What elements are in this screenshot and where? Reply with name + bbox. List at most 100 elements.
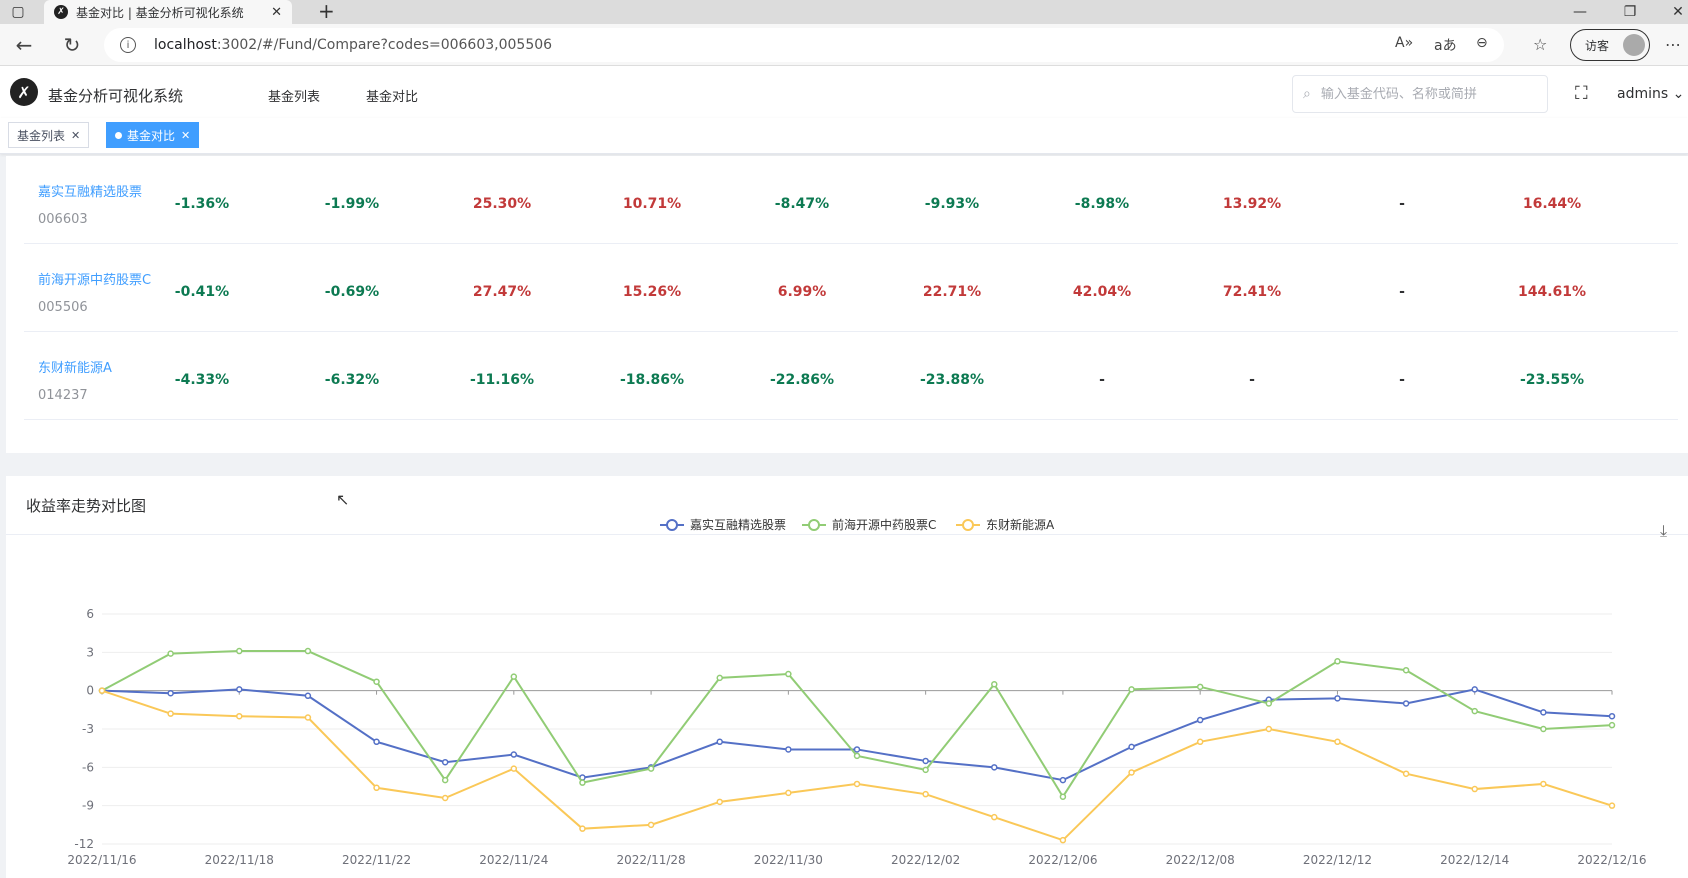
return-value: -18.86% [619,372,685,388]
y-tick-label: 0 [86,684,94,698]
chevron-down-icon: ⌄ [1672,86,1685,102]
close-tab-icon[interactable]: ✕ [271,4,282,20]
fund-code: 006603 [38,212,88,227]
browser-tab[interactable]: ✗ 基金对比 | 基金分析可视化系统 ✕ [44,0,292,24]
window-close-icon[interactable]: ✕ [1672,4,1684,20]
return-value: 27.47% [472,284,532,300]
y-tick-label: 6 [86,607,94,621]
favicon-icon: ✗ [54,5,68,19]
logo-icon: ✗ [10,78,38,106]
data-point [1402,700,1410,707]
data-point [1334,658,1341,665]
table-row: 前海开源中药股票C 005506 -0.41% -0.69% 27.47% 15.26% 6… [24,244,1678,332]
more-icon[interactable]: ⋯ [1665,35,1681,54]
fund-name-link[interactable]: 前海开源中药股票C [38,273,152,288]
return-value: - [1249,372,1255,388]
fund-name-link[interactable]: 嘉实互融精选股票 [38,185,143,200]
new-tab-icon[interactable]: + [318,0,335,23]
fullscreen-icon[interactable]: ⛶ [1575,83,1588,104]
close-icon[interactable]: ✕ [181,128,191,142]
nav-fund-list[interactable]: 基金列表 [268,90,321,105]
data-point [922,757,929,765]
x-tick-label: 2022/12/12 [1303,853,1372,867]
chart-title: 收益率走势对比图 [26,497,147,515]
data-point [373,784,380,792]
return-value: -1.99% [324,196,380,212]
x-tick-label: 2022/12/14 [1440,853,1509,867]
window-menu-icon[interactable]: ▢ [11,4,25,20]
legend-label: 东财新能源A [986,517,1055,532]
reload-icon[interactable]: ↻ [63,33,81,57]
app-header: ✗ 基金分析可视化系统 基金列表 基金对比 ⌕ ⛶ admins ⌄ [0,66,1688,122]
close-icon[interactable]: ✕ [71,128,81,142]
legend-item[interactable]: 东财新能源A [956,517,1055,532]
data-point [1196,683,1204,691]
data-point [1608,721,1616,729]
data-point [1059,776,1067,784]
fund-name-link[interactable]: 东财新能源A [38,361,112,376]
read-aloud-icon[interactable]: A» [1395,35,1414,51]
nav-fund-compare[interactable]: 基金对比 [366,90,419,105]
zoom-icon[interactable]: ⊖ [1476,35,1488,51]
url-field[interactable]: i localhost:3002/#/Fund/Compare?codes=00… [104,28,1504,62]
favorites-icon[interactable]: ☆ [1533,35,1548,54]
compare-table: 嘉实互融精选股票 006603 -1.36% -1.99% 25.30% 10.71% -8… [6,156,1688,453]
browser-tab-strip: ▢ ✗ 基金对比 | 基金分析可视化系统 ✕ + — ❐ ✕ [0,0,1688,24]
data-point [1540,780,1547,788]
legend-item[interactable]: 前海开源中药股票C [802,517,936,532]
minimize-icon[interactable]: — [1573,4,1587,20]
tag-fund-list[interactable]: 基金列表 ✕ [8,122,90,148]
data-point [1128,686,1135,693]
y-tick-label: -12 [74,837,94,851]
avatar-icon [1623,34,1645,56]
active-dot-icon [115,131,122,139]
return-value: 25.30% [472,196,532,212]
data-point [510,751,518,758]
data-point [1265,725,1273,733]
y-tick-label: -6 [82,760,94,774]
data-point [647,821,655,829]
data-point [716,674,723,682]
data-point [1196,716,1204,724]
return-value: -1.36% [174,196,230,212]
back-icon[interactable]: ← [15,33,33,57]
data-point [785,789,792,797]
data-point [1334,695,1341,702]
legend-label: 嘉实互融精选股票 [690,517,786,532]
data-point [441,758,449,766]
search-input[interactable] [1320,86,1521,102]
legend-label: 前海开源中药股票C [832,517,936,532]
x-tick-label: 2022/12/06 [1028,853,1097,867]
browser-tab-title: 基金对比 | 基金分析可视化系统 [76,5,244,20]
data-point [1402,770,1410,777]
data-point [579,825,586,832]
data-point [922,790,929,798]
data-point [853,752,861,760]
download-icon[interactable]: ⤓ [1660,521,1667,540]
tag-fund-compare[interactable]: 基金对比 ✕ [106,122,200,148]
return-value: 144.61% [1517,284,1587,300]
legend-item[interactable]: 嘉实互融精选股票 [660,517,786,532]
x-tick-label: 2022/11/18 [205,853,274,867]
data-point [98,687,106,694]
data-point [1334,738,1341,746]
data-point [236,712,243,720]
profile-button[interactable]: 访客 [1570,29,1650,61]
tag-label: 基金对比 [127,128,176,143]
site-info-icon[interactable]: i [120,37,136,53]
data-point [510,765,518,772]
fund-search[interactable]: ⌕ [1292,75,1548,113]
return-value: 6.99% [777,284,827,300]
chart-card: 收益率走势对比图 6 3 0 -3 -6 -9 -12 2022/11/16 2022/11/1… [6,476,1688,878]
data-point [441,794,449,802]
restore-icon[interactable]: ❐ [1623,4,1637,20]
user-menu[interactable]: admins ⌄ [1617,86,1684,102]
return-value: -0.41% [174,284,230,300]
data-point [1471,707,1478,715]
user-name: admins [1617,86,1669,102]
translate-icon[interactable]: aあ [1434,38,1457,54]
data-point [304,692,312,700]
y-tick-label: -9 [82,799,94,813]
address-bar: ← ↻ i localhost:3002/#/Fund/Compare?code… [0,24,1688,66]
return-value: 15.26% [622,284,682,300]
